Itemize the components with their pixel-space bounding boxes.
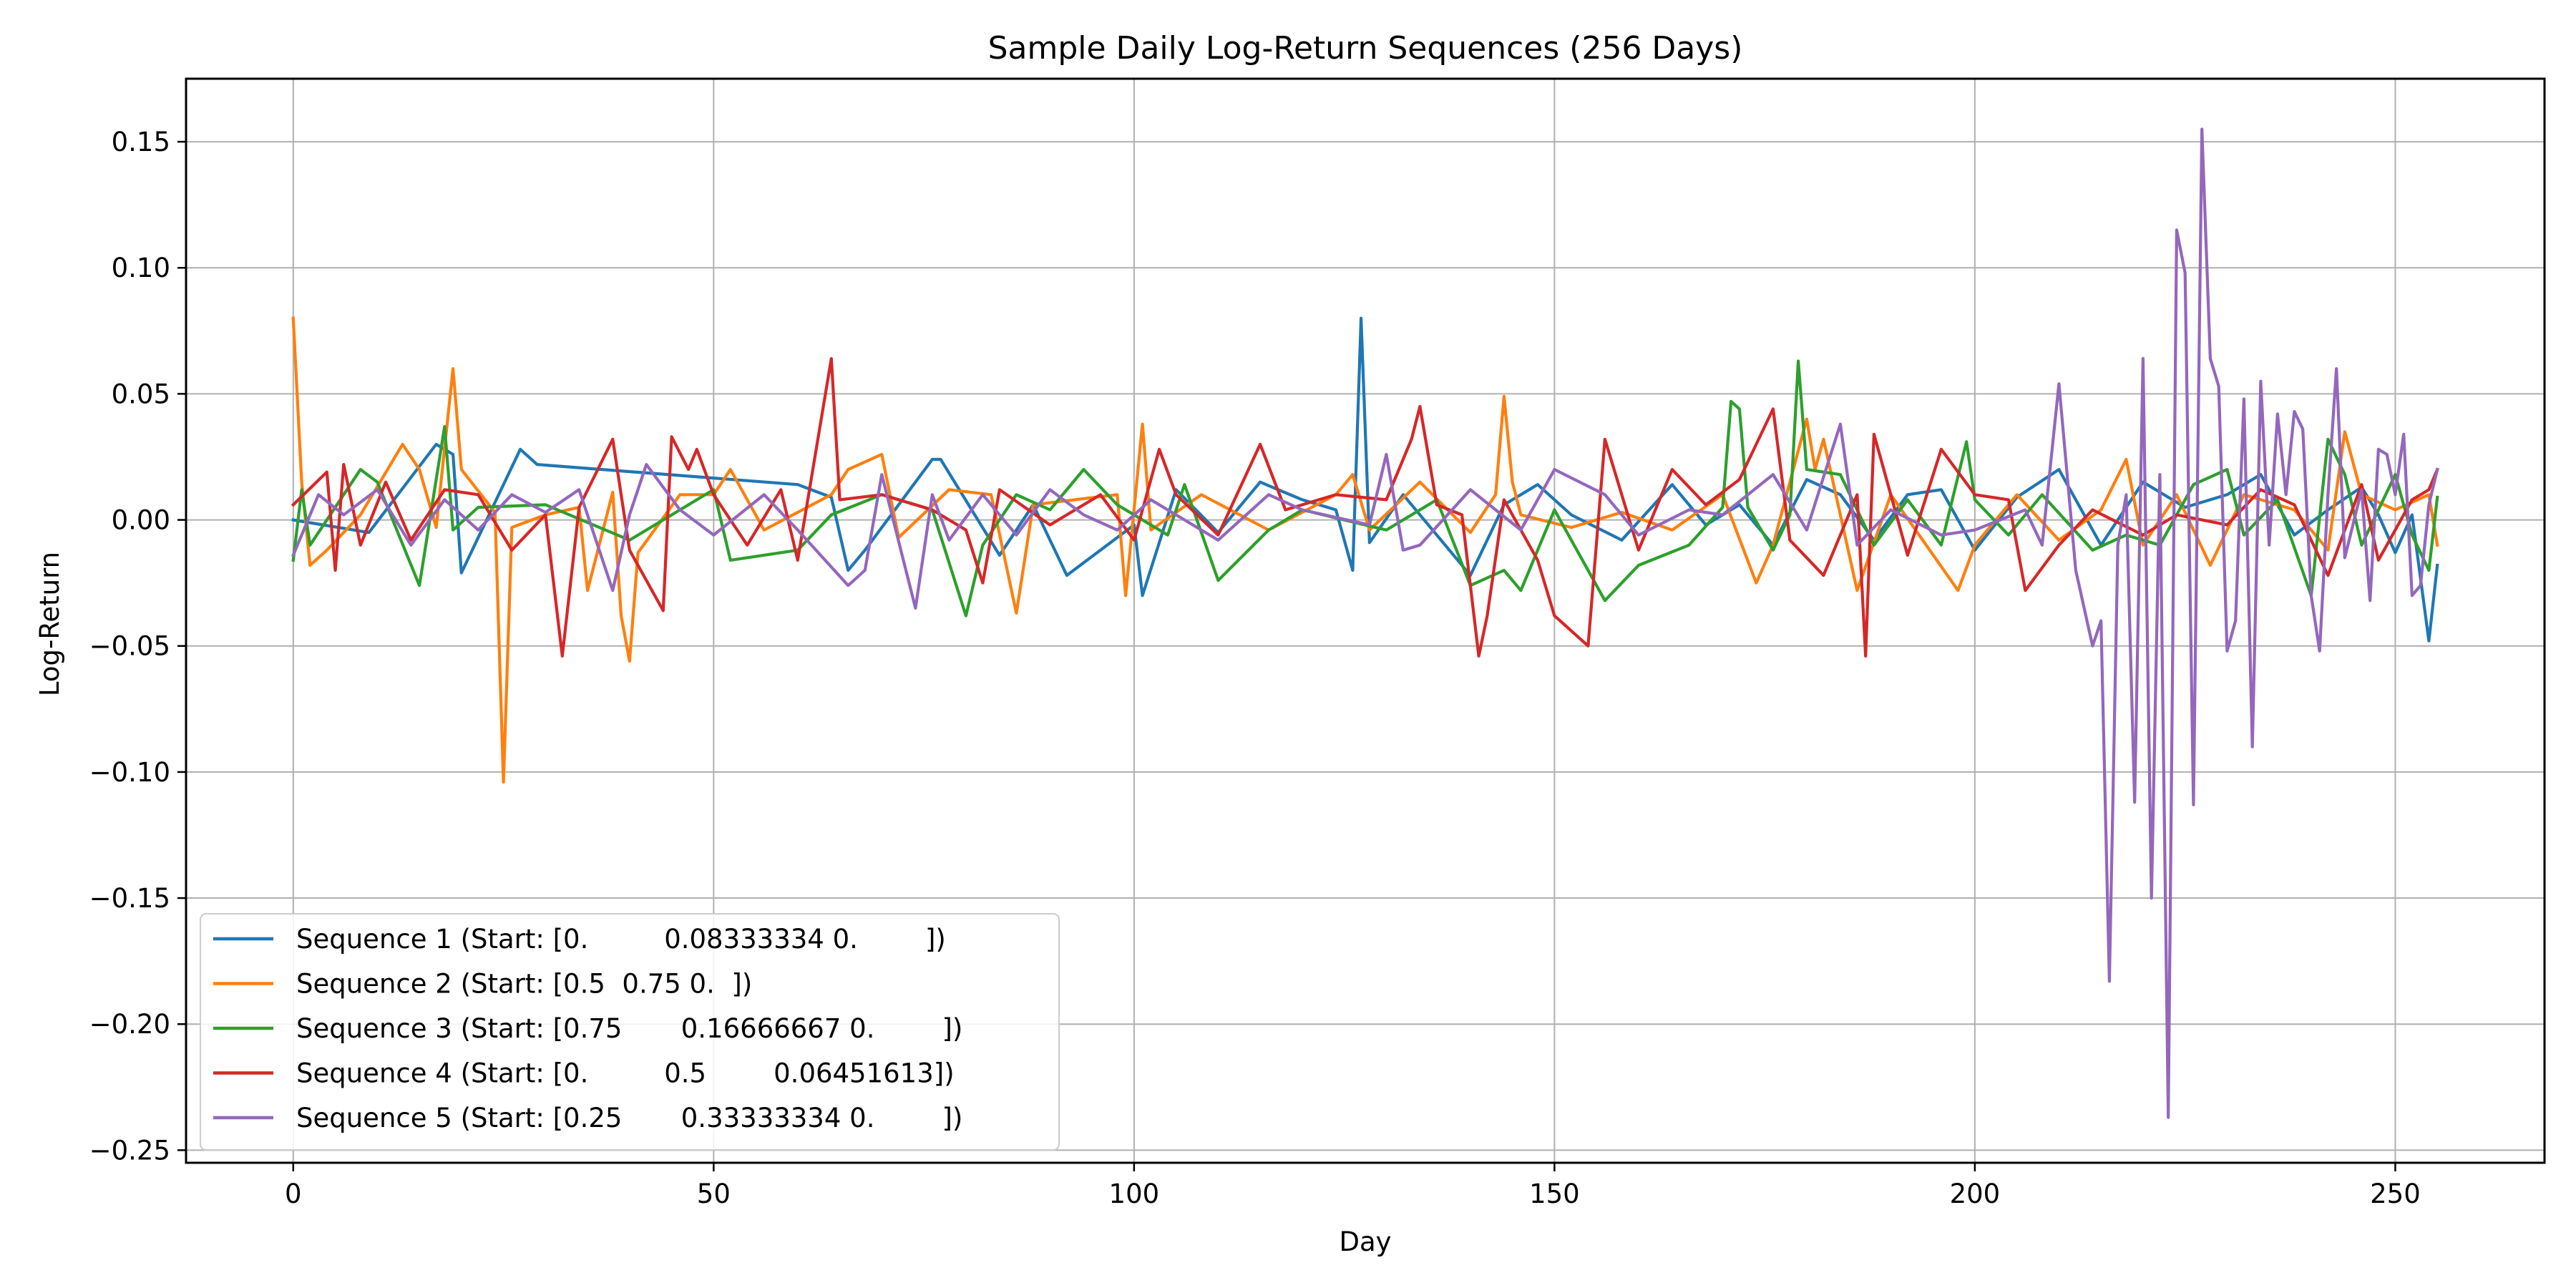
- x-tick-label: 250: [2370, 1179, 2421, 1209]
- series-lines: [291, 127, 2439, 1119]
- x-tick-label: 100: [1109, 1179, 1160, 1209]
- legend-label-3: Sequence 3 (Start: [0.75 0.16666667 0. ]…: [296, 1013, 962, 1044]
- y-tick-label: −0.15: [89, 883, 170, 914]
- x-tick-label: 150: [1529, 1179, 1580, 1209]
- series-line-4: [291, 357, 2439, 658]
- x-axis-ticks: 0 50 100 150 200 250: [285, 1163, 2421, 1209]
- chart-title: Sample Daily Log-Return Sequences (256 D…: [988, 30, 1743, 67]
- plot-frame: [185, 77, 2546, 1164]
- legend-box: [200, 913, 1060, 1151]
- x-tick-label: 200: [1950, 1179, 2001, 1209]
- y-tick-label: −0.10: [89, 757, 170, 788]
- y-tick-label: 0.10: [112, 253, 170, 283]
- y-tick-label: −0.20: [89, 1009, 170, 1040]
- legend-label-5: Sequence 5 (Start: [0.25 0.33333334 0. ]…: [296, 1103, 962, 1133]
- y-tick-label: 0.00: [112, 505, 170, 536]
- legend-label-1: Sequence 1 (Start: [0. 0.08333334 0. ]): [296, 924, 946, 955]
- series-line-1: [291, 316, 2439, 643]
- x-axis-label: Day: [1339, 1226, 1391, 1257]
- y-axis-label: Log-Return: [34, 552, 65, 696]
- x-tick-label: 0: [285, 1179, 302, 1209]
- series-line-5: [291, 127, 2439, 1119]
- y-tick-label: −0.05: [89, 631, 170, 662]
- x-tick-label: 50: [697, 1179, 731, 1209]
- legend-label-2: Sequence 2 (Start: [0.5 0.75 0. ]): [296, 969, 752, 1000]
- legend-label-4: Sequence 4 (Start: [0. 0.5 0.06451613]): [296, 1058, 955, 1089]
- y-tick-label: 0.05: [112, 379, 170, 409]
- y-axis-ticks: −0.25 −0.20 −0.15 −0.10 −0.05 0.00 0.05 0.10 0.1…: [89, 127, 186, 1166]
- y-tick-label: 0.15: [112, 127, 170, 157]
- y-tick-label: −0.25: [89, 1135, 170, 1166]
- legend: Sequence 1 (Start: [0. 0.08333334 0. ]) S…: [200, 913, 1060, 1151]
